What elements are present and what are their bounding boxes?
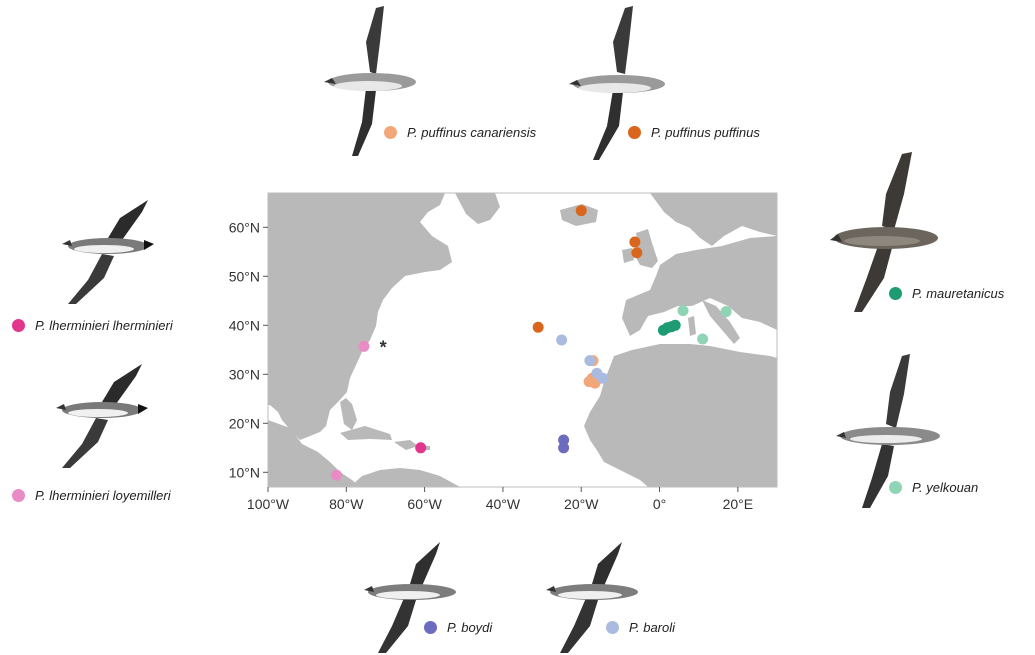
legend-dot-icon bbox=[889, 481, 902, 494]
x-tick-label: 100°W bbox=[247, 496, 290, 512]
x-tick-label: 20°W bbox=[564, 496, 599, 512]
legend-mauretanicus: P. mauretanicus bbox=[889, 286, 1004, 301]
sample-point-yelkouan bbox=[720, 306, 732, 318]
sample-point-loyemilleri bbox=[331, 469, 343, 481]
bird-icon-canariensis bbox=[324, 6, 416, 156]
legend-dot-icon bbox=[12, 489, 25, 502]
bird-icon-puffinus bbox=[569, 6, 665, 160]
sample-point-mauretanicus bbox=[669, 319, 681, 331]
legend-dot-icon bbox=[424, 621, 437, 634]
sample-point-yelkouan bbox=[697, 333, 709, 345]
y-tick-label: 10°N bbox=[229, 464, 260, 480]
y-tick-label: 30°N bbox=[229, 366, 260, 382]
sample-point-puffinus bbox=[575, 205, 587, 217]
legend-label: P. yelkouan bbox=[912, 480, 979, 495]
legend-dot-icon bbox=[628, 126, 641, 139]
legend-label: P. mauretanicus bbox=[912, 286, 1005, 301]
legend-dot-icon bbox=[606, 621, 619, 634]
site-asterisk: * bbox=[380, 337, 387, 357]
legend-dot-icon bbox=[384, 126, 397, 139]
legend-label: P. puffinus canariensis bbox=[407, 125, 537, 140]
bird-icon-boydi bbox=[364, 542, 456, 653]
bird-icon-loyemilleri bbox=[56, 364, 148, 468]
legend-yelkouan: P. yelkouan bbox=[889, 480, 978, 495]
sample-point-lherminieri bbox=[415, 442, 427, 454]
legend-dot-icon bbox=[12, 319, 25, 332]
legend-dot-icon bbox=[889, 287, 902, 300]
bird-icon-yelkouan bbox=[836, 354, 940, 508]
y-tick-label: 40°N bbox=[229, 317, 260, 333]
legend-canariensis: P. puffinus canariensis bbox=[384, 125, 536, 140]
y-tick-label: 50°N bbox=[229, 268, 260, 284]
legend-label: P. baroli bbox=[629, 620, 676, 635]
sample-points bbox=[331, 205, 732, 481]
legend-lherminieri: P. lherminieri lherminieri bbox=[12, 318, 173, 333]
sample-point-loyemilleri bbox=[358, 340, 370, 352]
legend-boydi: P. boydi bbox=[424, 620, 492, 635]
map-frame bbox=[267, 192, 778, 488]
sample-point-puffinus bbox=[631, 247, 643, 259]
x-tick-label: 40°W bbox=[486, 496, 521, 512]
sample-point-puffinus bbox=[532, 321, 544, 333]
legend-label: P. boydi bbox=[447, 620, 493, 635]
y-tick-label: 20°N bbox=[229, 415, 260, 431]
legend-baroli: P. baroli bbox=[606, 620, 675, 635]
legend-label: P. puffinus puffinus bbox=[651, 125, 760, 140]
legend-label: P. lherminieri lherminieri bbox=[35, 318, 173, 333]
legend-label: P. lherminieri loyemilleri bbox=[35, 488, 171, 503]
y-tick-label: 60°N bbox=[229, 219, 260, 235]
x-tick-label: 80°W bbox=[329, 496, 364, 512]
map-axes: 100°W 80°W 60°W 40°W 20°W 0° 20°E 60°N 50°N 40°N 3… bbox=[229, 219, 753, 512]
sample-point-yelkouan bbox=[677, 305, 689, 317]
x-tick-label: 60°W bbox=[407, 496, 442, 512]
bird-icon-mauretanicus bbox=[830, 152, 938, 312]
bird-icon-lherminieri bbox=[62, 200, 154, 304]
sample-point-baroli bbox=[597, 372, 609, 384]
x-tick-label: 20°E bbox=[723, 496, 754, 512]
legend-loyemilleri: P. lherminieri loyemilleri bbox=[12, 488, 171, 503]
sample-point-boydi bbox=[558, 442, 570, 454]
sample-point-boydi bbox=[558, 434, 570, 446]
sample-point-puffinus bbox=[629, 236, 641, 248]
sample-point-baroli bbox=[556, 334, 568, 346]
x-tick-label: 0° bbox=[653, 496, 666, 512]
legend-puffinus: P. puffinus puffinus bbox=[628, 125, 760, 140]
bird-icon-baroli bbox=[546, 542, 638, 653]
sample-point-baroli bbox=[584, 355, 596, 367]
